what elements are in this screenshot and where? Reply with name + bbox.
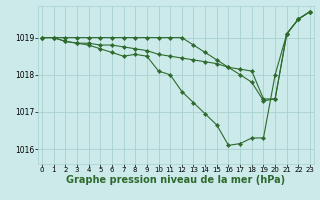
- X-axis label: Graphe pression niveau de la mer (hPa): Graphe pression niveau de la mer (hPa): [67, 175, 285, 185]
